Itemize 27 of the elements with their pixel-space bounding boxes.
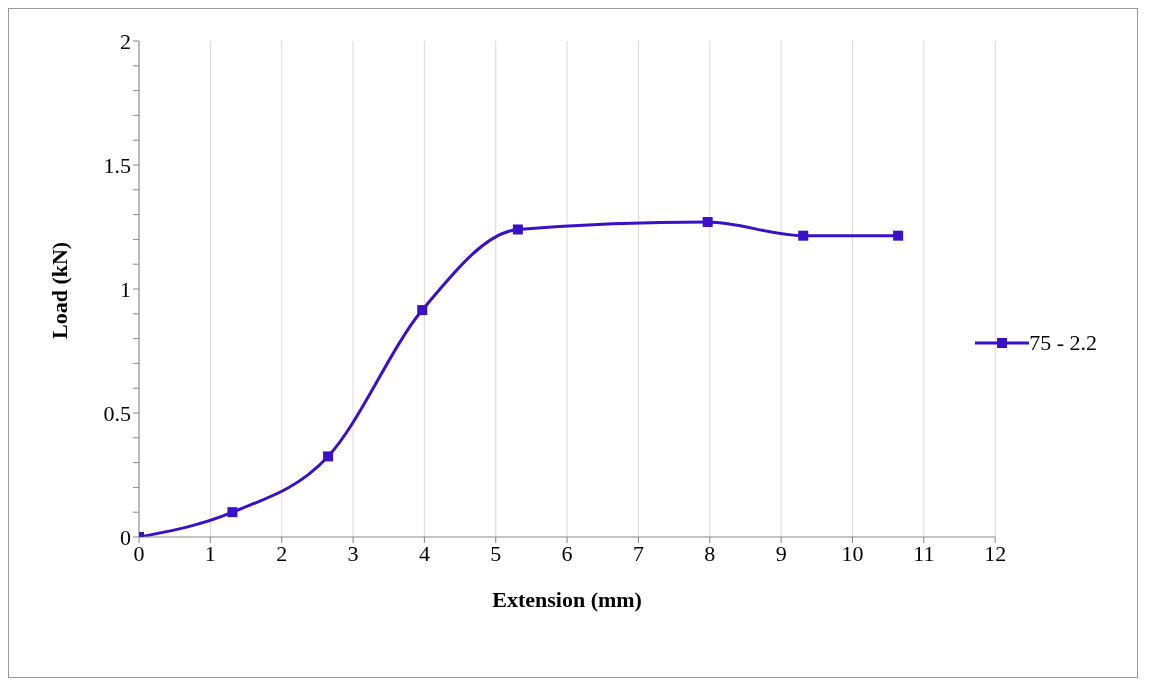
x-tick-label: 9: [775, 540, 787, 566]
point: [702, 217, 713, 228]
point: [323, 451, 334, 462]
x-tick-label: 3: [347, 540, 359, 566]
x-tick-label: 5: [490, 540, 502, 566]
y-tick-label: 0: [120, 524, 131, 550]
x-tick-label: 1: [204, 540, 216, 566]
point: [227, 507, 238, 518]
x-tick-label: 6: [561, 540, 573, 566]
point: [417, 305, 428, 316]
x-tick-label: 8: [704, 540, 716, 566]
y-axis-title: Load (kN): [46, 241, 72, 339]
x-tick-label: 2: [276, 540, 288, 566]
x-tick-label: 11: [913, 540, 935, 566]
y-tick-label: 1: [120, 276, 131, 302]
point: [798, 230, 809, 241]
legend-label: 75 - 2.2: [1029, 330, 1097, 356]
y-tick-label: 2: [120, 28, 131, 54]
y-tick-label: 0.5: [103, 400, 131, 426]
point: [512, 224, 523, 235]
x-tick-label: 7: [632, 540, 644, 566]
x-axis-title: Extension (mm): [492, 587, 642, 612]
x-tick-label: 10: [841, 540, 864, 566]
point: [893, 230, 904, 241]
x-tick-label: 4: [418, 540, 430, 566]
y-tick-label: 1.5: [103, 152, 131, 178]
x-tick-label: 12: [984, 540, 1007, 566]
